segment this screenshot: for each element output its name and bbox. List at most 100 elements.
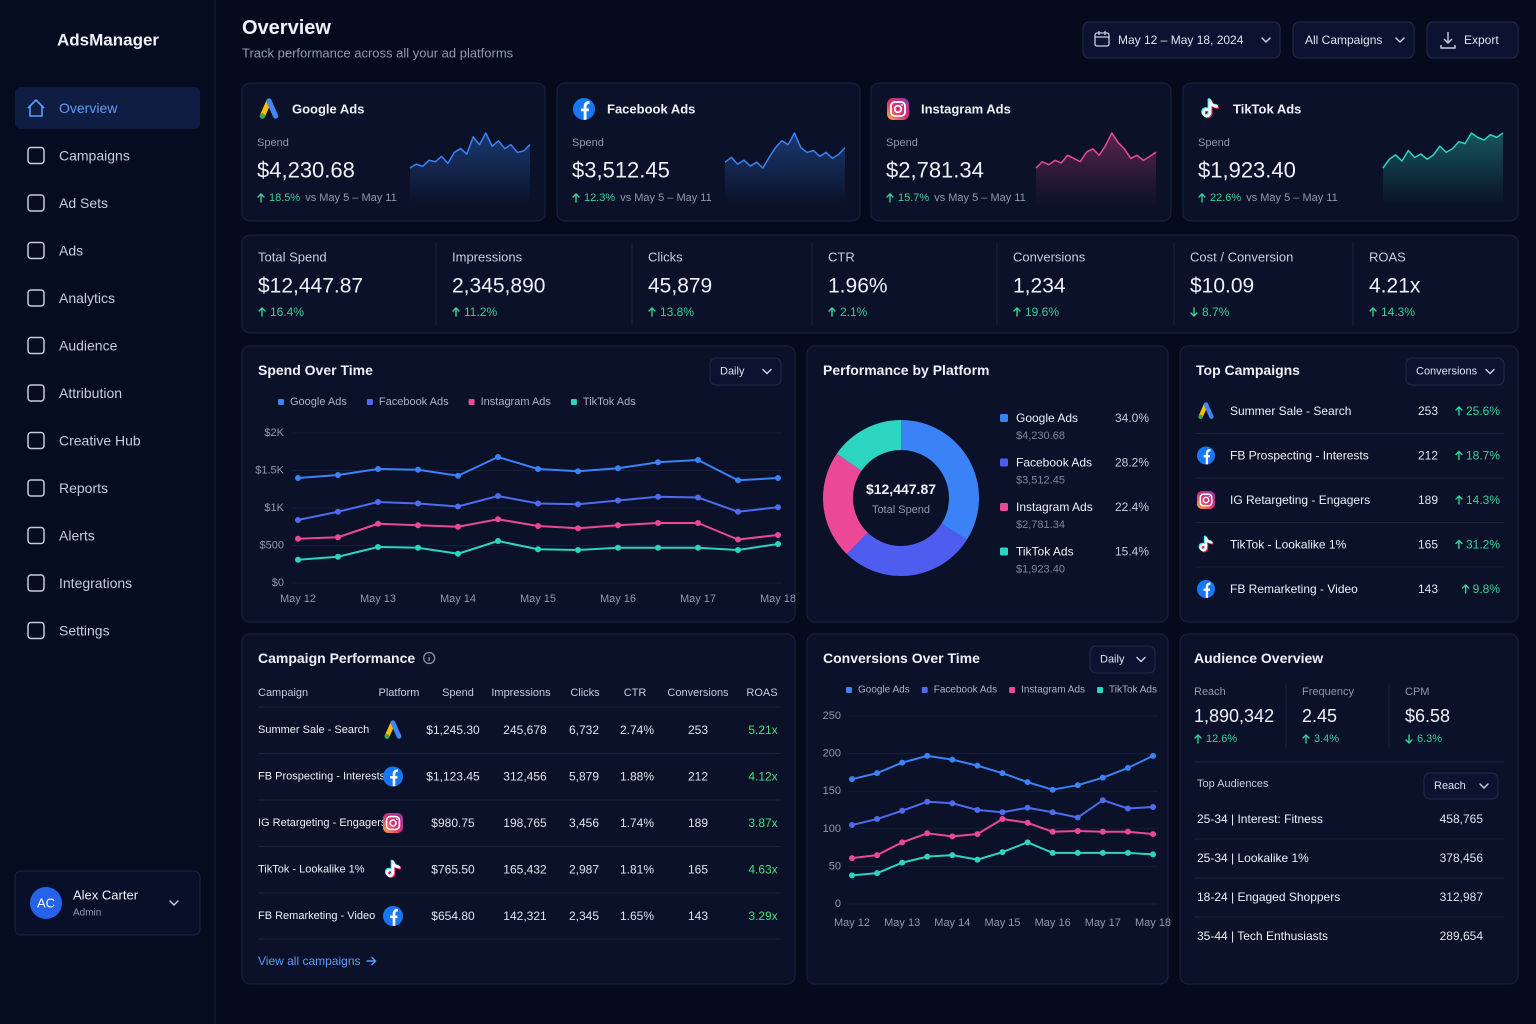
nav-label: Settings [59,623,110,639]
kpi-label: Cost / Conversion [1190,250,1293,265]
nav-icon [27,99,45,117]
campaign-name: Summer Sale - Search [258,724,369,736]
user-role: Admin [73,908,101,919]
column-header: CTR [624,687,647,699]
cell: 6,732 [569,723,599,737]
dropdown[interactable]: May 12 – May 18, 2024 [1082,21,1281,59]
kpi-value: $10.09 [1190,275,1254,298]
nav-item[interactable]: Campaigns [27,146,130,165]
nav-item[interactable]: Ad Sets [27,194,108,212]
cell: 2.74% [620,723,654,737]
nav-icon [27,526,45,545]
dropdown[interactable]: Conversions [1405,357,1505,386]
nav-label: Analytics [59,290,115,306]
data-point [495,516,501,523]
campaign-change: 25.6% [1466,404,1500,418]
dropdown[interactable]: All Campaigns [1292,21,1415,59]
nav-icon [27,384,45,402]
nav-item[interactable]: Alerts [27,526,95,545]
x-tick-label: May 12 [280,593,316,605]
legend-swatch [570,399,577,405]
x-tick-label: May 18 [760,593,796,605]
nav-item[interactable]: Analytics [27,289,115,307]
kpi-value: 4.21x [1369,275,1421,298]
trend-arrow [1405,734,1413,744]
kpi-label: ROAS [1369,250,1406,265]
kpi-label: Conversions [1013,250,1086,265]
y-tick-label: 150 [823,785,841,797]
comparison: vs May 5 – May 11 [305,192,397,204]
nav-item[interactable]: Integrations [27,574,132,592]
metric-value: $2,781.34 [886,158,984,183]
data-point [899,759,906,766]
user-name: Alex Carter [73,888,139,903]
metric-label: Spend [257,137,289,149]
dropdown-label: Daily [720,366,745,378]
nav-item[interactable]: Audience [27,336,118,355]
cell: 212 [688,770,708,784]
data-point [1024,819,1031,826]
view-all-link[interactable]: View all campaigns [258,954,377,968]
audience-name: 25-34 | Lookalike 1% [1197,851,1309,865]
card [241,633,796,985]
data-point [775,532,781,538]
platform-name: Instagram Ads [921,102,1011,117]
legend-label: Facebook Ads [379,396,449,408]
audience-value: 312,987 [1440,890,1484,904]
kpi-change: 8.7% [1202,305,1230,319]
export-button[interactable]: Export [1426,21,1519,59]
card-title: Spend Over Time [258,362,373,378]
avatar [30,887,62,919]
kpi-change: 14.3% [1381,305,1415,319]
data-point [415,466,421,473]
audience-value: 289,654 [1440,929,1484,943]
data-point [1049,828,1056,835]
user-menu[interactable]: AC Alex Carter Admin [14,870,201,936]
legend-swatch [1000,503,1008,511]
nav-item[interactable]: Settings [27,621,110,640]
data-point [1049,786,1056,793]
donut-slice [823,453,868,555]
nav-item[interactable]: Reports [27,479,108,497]
dropdown-label: Conversions [1416,366,1478,378]
campaign-name: Summer Sale - Search [1230,404,1351,418]
data-point [849,822,855,829]
data-point [899,839,906,846]
instagram-icon [1199,493,1213,507]
nav-item[interactable]: Overview [15,87,200,129]
cell: 4.63x [748,863,777,877]
kpi-value: 45,879 [648,275,712,298]
donut-slice [901,420,979,540]
dropdown[interactable]: Daily [709,357,782,386]
data-point [999,816,1006,823]
instagram-icon [890,101,906,117]
nav-item[interactable]: Attribution [27,384,122,402]
donut-total: $12,447.87 [866,481,936,497]
nav-label: Reports [59,480,108,496]
data-point [375,544,381,550]
tiktok-icon [385,868,395,878]
cell: 2,987 [569,863,599,877]
campaign-value: 189 [1418,493,1438,507]
donut-slice [836,419,901,471]
legend-spend: $4,230.68 [1016,430,1065,442]
x-tick-label: May 16 [600,593,636,605]
data-label: 34.0% [1115,411,1149,425]
trend-arrow [1455,495,1463,505]
kpi-change: 19.6% [1025,305,1059,319]
cell: 5,879 [569,770,599,784]
dropdown[interactable]: Reach [1423,772,1499,800]
trend-arrow [258,307,266,317]
data-point [735,536,741,543]
nav-item[interactable]: Creative Hub [27,431,141,450]
instagram-icon [1202,496,1210,504]
dropdown[interactable]: Daily [1089,645,1156,674]
data-point [949,833,956,840]
column-header: Clicks [570,687,600,699]
data-point [924,853,931,860]
y-tick-label: 0 [835,898,841,910]
legend-swatch [468,399,475,405]
nav-item[interactable]: Ads [27,241,83,260]
card [806,345,1169,623]
